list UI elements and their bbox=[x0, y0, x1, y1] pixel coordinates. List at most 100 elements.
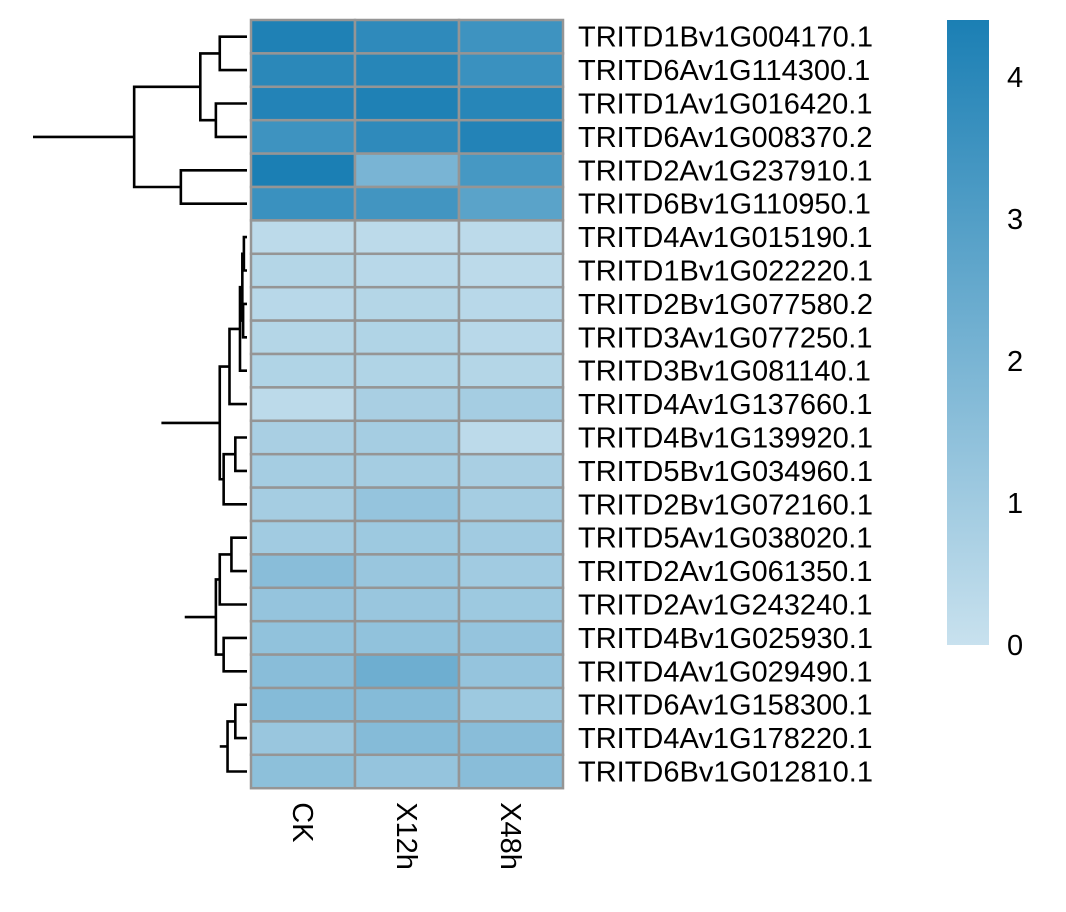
legend-color-bar bbox=[947, 20, 989, 645]
heatmap-cell bbox=[457, 252, 565, 289]
heatmap-cell bbox=[249, 52, 357, 89]
row-label: TRITD4Av1G029490.1 bbox=[578, 656, 872, 688]
heatmap-cell bbox=[249, 285, 357, 322]
heatmap-cell bbox=[249, 319, 357, 356]
column-label: CK bbox=[286, 802, 318, 843]
heatmap-cell bbox=[457, 185, 565, 222]
heatmap-cell bbox=[353, 319, 461, 356]
legend-tick-label: 2 bbox=[1007, 346, 1023, 378]
dendrogram-link bbox=[132, 85, 201, 189]
heatmap-cell bbox=[249, 352, 357, 389]
heatmap-cell bbox=[457, 219, 565, 256]
heatmap-cell bbox=[353, 686, 461, 723]
legend-tick-label: 1 bbox=[1007, 488, 1023, 520]
heatmap-cell bbox=[353, 419, 461, 456]
heatmap-cell bbox=[457, 686, 565, 723]
heatmap-cell bbox=[457, 753, 565, 790]
dendrogram-link bbox=[214, 102, 247, 139]
dendrogram-link bbox=[230, 536, 247, 573]
dendrogram-link bbox=[214, 578, 224, 656]
row-label: TRITD4Bv1G025930.1 bbox=[578, 623, 873, 655]
heatmap-cell bbox=[353, 85, 461, 122]
heatmap-cell bbox=[457, 553, 565, 590]
heatmap-cell bbox=[353, 753, 461, 790]
heatmap-cell bbox=[457, 319, 565, 356]
legend-tick-label: 4 bbox=[1007, 62, 1023, 94]
heatmap-cell bbox=[249, 553, 357, 590]
heatmap-cell bbox=[249, 686, 357, 723]
legend-tick-label: 3 bbox=[1007, 204, 1023, 236]
heatmap-cell bbox=[457, 18, 565, 55]
heatmap-cell bbox=[353, 285, 461, 322]
heatmap-cells bbox=[249, 18, 565, 790]
row-label: TRITD5Av1G038020.1 bbox=[578, 523, 872, 555]
dendrogram-link bbox=[234, 436, 247, 473]
row-label: TRITD4Av1G137660.1 bbox=[578, 389, 872, 421]
heatmap-cell bbox=[249, 586, 357, 623]
heatmap-cell bbox=[353, 619, 461, 656]
row-label: TRITD6Av1G114300.1 bbox=[578, 55, 870, 87]
row-label: TRITD6Av1G158300.1 bbox=[578, 690, 872, 722]
row-label: TRITD2Av1G237910.1 bbox=[578, 155, 872, 187]
heatmap-cell bbox=[457, 386, 565, 423]
row-dendrogram bbox=[33, 35, 247, 773]
heatmap-cell bbox=[249, 252, 357, 289]
heatmap-cell bbox=[457, 586, 565, 623]
heatmap-cell bbox=[353, 386, 461, 423]
heatmap-cell bbox=[457, 452, 565, 489]
heatmap-cell bbox=[353, 452, 461, 489]
heatmap-cell bbox=[353, 486, 461, 523]
column-label: X48h bbox=[494, 802, 526, 870]
row-label: TRITD1Av1G016420.1 bbox=[578, 89, 872, 121]
dendrogram-link bbox=[222, 452, 247, 506]
row-labels: TRITD1Bv1G004170.1TRITD6Av1G114300.1TRIT… bbox=[578, 22, 873, 789]
heatmap-cell bbox=[249, 185, 357, 222]
row-label: TRITD3Bv1G081140.1 bbox=[578, 356, 871, 388]
heatmap-cell bbox=[457, 118, 565, 155]
row-label: TRITD3Av1G077250.1 bbox=[578, 322, 872, 354]
row-label: TRITD1Bv1G004170.1 bbox=[578, 22, 873, 54]
heatmap-cell bbox=[353, 185, 461, 222]
heatmap-cell bbox=[249, 386, 357, 423]
dendrogram-link bbox=[242, 235, 247, 272]
heatmap-cell bbox=[249, 720, 357, 757]
row-label: TRITD4Av1G178220.1 bbox=[578, 723, 872, 755]
row-label: TRITD2Bv1G072160.1 bbox=[578, 489, 873, 521]
dendrogram-link bbox=[179, 169, 247, 205]
heatmap-cell bbox=[353, 586, 461, 623]
heatmap-cell bbox=[353, 152, 461, 189]
heatmap-cell bbox=[353, 252, 461, 289]
dendrogram-link bbox=[241, 302, 247, 339]
heatmap-cell bbox=[457, 653, 565, 690]
heatmap-cell bbox=[249, 653, 357, 690]
row-label: TRITD2Bv1G077580.2 bbox=[578, 289, 873, 321]
heatmap-cell bbox=[457, 519, 565, 556]
heatmap-cell bbox=[249, 85, 357, 122]
row-label: TRITD4Av1G015190.1 bbox=[578, 222, 872, 254]
heatmap-cell bbox=[249, 152, 357, 189]
dendrogram-link bbox=[222, 636, 247, 673]
heatmap-cell bbox=[457, 352, 565, 389]
legend-tick-label: 0 bbox=[1007, 630, 1023, 662]
heatmap-cell bbox=[249, 118, 357, 155]
heatmap-cell bbox=[353, 720, 461, 757]
dendrogram-link bbox=[218, 365, 230, 481]
column-label: X12h bbox=[390, 802, 422, 870]
row-label: TRITD6Bv1G110950.1 bbox=[578, 189, 871, 221]
heatmap-cell bbox=[249, 486, 357, 523]
heatmap-cell bbox=[457, 720, 565, 757]
row-label: TRITD1Bv1G022220.1 bbox=[578, 256, 873, 288]
heatmap-cell bbox=[353, 52, 461, 89]
dendrogram-link bbox=[218, 553, 247, 606]
heatmap-cell bbox=[353, 653, 461, 690]
heatmap-cell bbox=[457, 285, 565, 322]
heatmap-cell bbox=[353, 18, 461, 55]
heatmap-cell bbox=[249, 419, 357, 456]
heatmap-cell bbox=[249, 219, 357, 256]
row-label: TRITD2Av1G243240.1 bbox=[578, 590, 872, 622]
heatmap-cell bbox=[353, 519, 461, 556]
heatmap-cell bbox=[249, 519, 357, 556]
heatmap-cell bbox=[353, 553, 461, 590]
heatmap-cell bbox=[457, 486, 565, 523]
